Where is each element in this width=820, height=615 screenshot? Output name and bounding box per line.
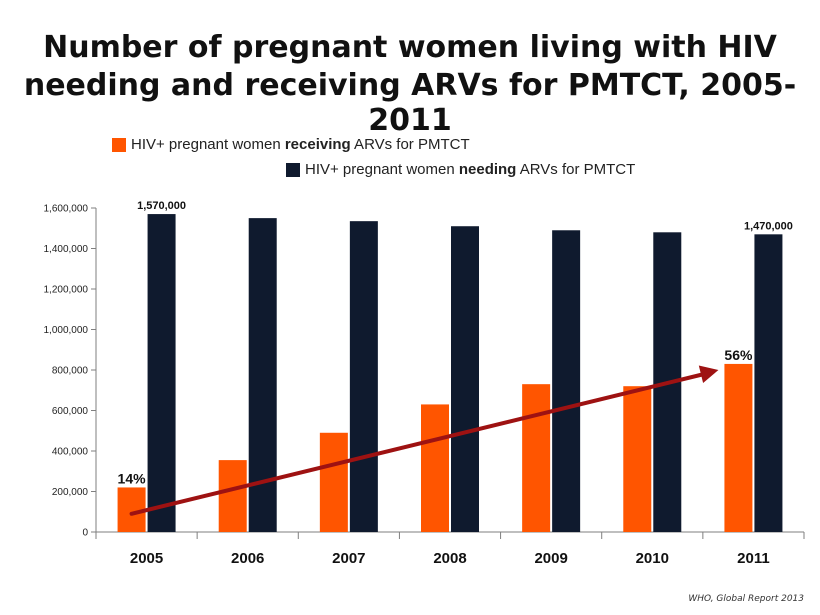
y-tick-label: 1,000,000 xyxy=(44,325,89,336)
y-tick-label: 200,000 xyxy=(52,487,89,498)
legend-item-needing: HIV+ pregnant women needing ARVs for PMT… xyxy=(286,161,635,178)
x-tick-label: 2008 xyxy=(433,550,466,567)
bar-needing-2007 xyxy=(349,221,378,532)
x-tick-label: 2007 xyxy=(332,550,365,567)
legend-swatch-needing xyxy=(286,162,300,177)
legend-item-receiving: HIV+ pregnant women receiving ARVs for P… xyxy=(112,136,470,153)
data-label-2005: 1,570,000 xyxy=(137,200,186,212)
y-tick-label: 400,000 xyxy=(52,447,89,458)
bar-receiving-2007 xyxy=(319,432,348,532)
source-note: WHO, Global Report 2013 xyxy=(688,594,804,604)
trend-arrow-head xyxy=(698,365,719,384)
bar-needing-2005 xyxy=(147,214,176,532)
percent-annotation-2011: 56% xyxy=(724,347,753,363)
chart-title-line-2: needing and receiving ARVs for PMTCT, 20… xyxy=(23,68,797,138)
legend-label-receiving: HIV+ pregnant women receiving ARVs for P… xyxy=(131,136,470,153)
bar-receiving-2009 xyxy=(522,384,551,532)
bar-receiving-2006 xyxy=(218,460,247,532)
legend-receiving-prefix: HIV+ pregnant women xyxy=(131,136,281,153)
bar-receiving-2011 xyxy=(724,363,753,532)
y-tick-label: 0 xyxy=(82,528,88,539)
bar-receiving-2010 xyxy=(623,386,652,532)
bar-needing-2008 xyxy=(451,226,479,532)
y-tick-label: 600,000 xyxy=(52,406,89,417)
bar-receiving-2008 xyxy=(421,404,449,532)
y-tick-label: 1,200,000 xyxy=(44,285,89,296)
y-tick-label: 1,400,000 xyxy=(44,244,89,255)
x-tick-label: 2005 xyxy=(130,550,163,567)
legend-receiving-suffix: ARVs for PMTCT xyxy=(350,136,470,153)
chart-title-line-1: Number of pregnant women living with HIV xyxy=(43,30,777,65)
y-tick-label: 800,000 xyxy=(52,366,89,377)
legend-swatch-receiving xyxy=(112,137,126,152)
legend-needing-bold: needing xyxy=(458,161,517,178)
x-tick-label: 2010 xyxy=(636,550,669,567)
bar-needing-2011 xyxy=(754,234,783,532)
x-tick-label: 2009 xyxy=(534,550,567,567)
x-tick-label: 2011 xyxy=(737,550,770,567)
legend-needing-suffix: ARVs for PMTCT xyxy=(516,161,636,178)
x-tick-label: 2006 xyxy=(231,550,264,567)
legend-needing-prefix: HIV+ pregnant women xyxy=(305,161,455,178)
y-tick-label: 1,600,000 xyxy=(44,204,89,215)
percent-annotation-2005: 14% xyxy=(118,470,147,486)
legend-label-needing: HIV+ pregnant women needing ARVs for PMT… xyxy=(305,161,635,178)
data-label-2011: 1,470,000 xyxy=(744,220,793,232)
bar-needing-2009 xyxy=(552,230,581,532)
legend-receiving-bold: receiving xyxy=(284,136,351,153)
trend-arrow-shaft xyxy=(129,371,711,516)
